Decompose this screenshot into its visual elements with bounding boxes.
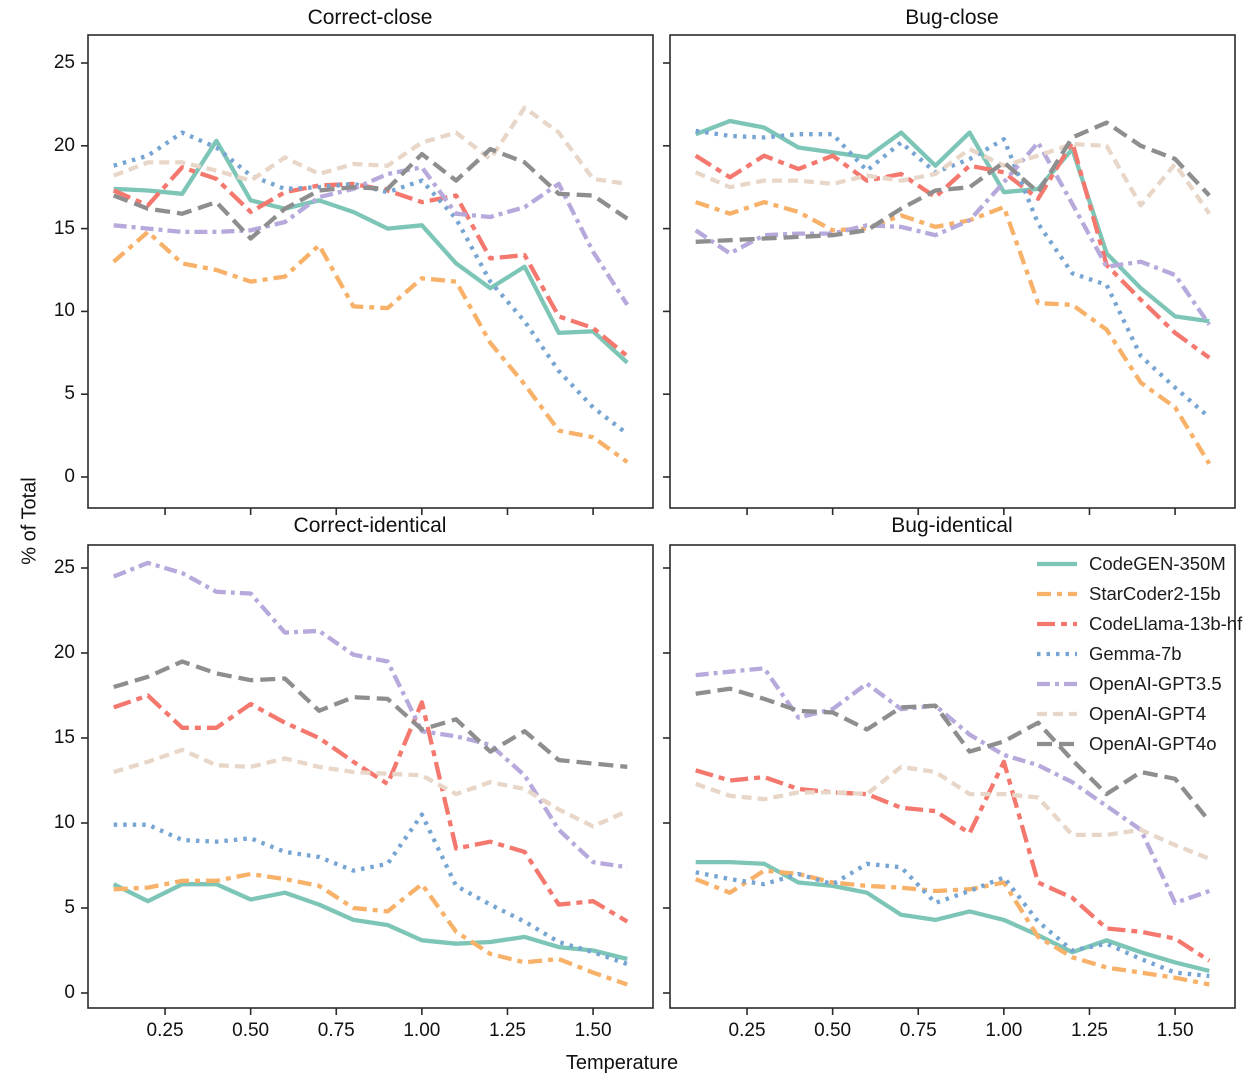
panel-title-bug-identical: Bug-identical bbox=[891, 514, 1013, 537]
panel-bug-close bbox=[663, 34, 1236, 515]
panel-title-correct-close: Correct-close bbox=[307, 6, 433, 29]
series-line-gemma-7b bbox=[695, 128, 1211, 420]
legend-item-openai-gpt3.5: OpenAI-GPT3.5 bbox=[1036, 671, 1242, 697]
series-line-openai-gpt4 bbox=[112, 105, 628, 187]
legend-swatch-openai-gpt4-line bbox=[1037, 711, 1077, 717]
y-tick-label: 0 bbox=[64, 466, 75, 487]
legend-swatch-starcoder2-15b-line bbox=[1037, 591, 1077, 597]
legend-swatch-gemma-7b-line bbox=[1037, 651, 1077, 657]
legend-swatch-codegen-350m-line bbox=[1037, 561, 1077, 567]
legend-label: OpenAI-GPT4 bbox=[1089, 703, 1207, 724]
x-tick-label: 0.25 bbox=[728, 1020, 766, 1041]
panel-bug-identical bbox=[663, 544, 1236, 1015]
series-line-openai-gpt4o bbox=[695, 120, 1211, 244]
legend-label: OpenAI-GPT3.5 bbox=[1089, 673, 1222, 694]
series-line-starcoder2-15b bbox=[112, 229, 629, 464]
panel-border bbox=[87, 34, 654, 509]
y-tick-label: 0 bbox=[64, 982, 75, 1003]
y-tick-label: 25 bbox=[53, 52, 75, 73]
legend-label: CodeGEN-350M bbox=[1089, 553, 1226, 574]
legend-item-starcoder2-15b: StarCoder2-15b bbox=[1036, 581, 1242, 607]
legend-swatch-codellama-13b-hf-line bbox=[1037, 621, 1077, 627]
series-line-openai-gpt3.5 bbox=[695, 666, 1211, 906]
series-line-codellama-13b-hf bbox=[112, 165, 629, 358]
series-line-codegen-350m bbox=[695, 859, 1210, 973]
legend-item-openai-gpt4o: OpenAI-GPT4o bbox=[1036, 731, 1242, 757]
panel-border bbox=[87, 544, 654, 1009]
series-line-gemma-7b bbox=[113, 812, 629, 967]
x-tick-label: 0.50 bbox=[232, 1020, 270, 1041]
x-tick-label: 0.25 bbox=[146, 1020, 184, 1041]
series-line-gemma-7b bbox=[695, 861, 1210, 979]
legend-label: CodeLlama-13b-hf bbox=[1089, 613, 1243, 634]
x-tick-label: 1.50 bbox=[574, 1020, 612, 1041]
series-line-starcoder2-15b bbox=[113, 871, 629, 987]
panel-correct-identical bbox=[81, 544, 654, 1015]
series-line-openai-gpt4 bbox=[694, 764, 1211, 861]
legend-label: Gemma-7b bbox=[1089, 643, 1182, 664]
x-tick-label: 0.50 bbox=[814, 1020, 852, 1041]
y-tick-label: 5 bbox=[64, 897, 75, 918]
legend-item-gemma-7b: Gemma-7b bbox=[1036, 641, 1242, 667]
y-axis-label: % of Total bbox=[18, 477, 41, 565]
x-tick-label: 0.75 bbox=[899, 1020, 937, 1041]
series-line-codellama-13b-hf bbox=[694, 140, 1211, 360]
panel-title-correct-identical: Correct-identical bbox=[293, 514, 447, 537]
legend-label: StarCoder2-15b bbox=[1089, 583, 1221, 604]
y-tick-label: 15 bbox=[53, 217, 75, 239]
y-tick-label: 10 bbox=[53, 300, 75, 322]
legend-swatch-openai-gpt4o-line bbox=[1037, 741, 1077, 747]
series-line-starcoder2-15b bbox=[694, 868, 1210, 987]
series-line-openai-gpt3.5 bbox=[112, 560, 628, 870]
x-tick-label: 1.50 bbox=[1156, 1020, 1194, 1041]
legend-item-openai-gpt4: OpenAI-GPT4 bbox=[1036, 701, 1242, 727]
legend: CodeGEN-350M StarCoder2-15b CodeLlama-13b-… bbox=[1036, 551, 1242, 757]
series-line-openai-gpt4 bbox=[694, 141, 1212, 215]
series-line-codegen-350m bbox=[113, 138, 629, 365]
series-line-openai-gpt3.5 bbox=[113, 165, 630, 306]
x-tick-label: 1.00 bbox=[403, 1020, 441, 1041]
series-line-openai-gpt3.5 bbox=[694, 140, 1212, 326]
x-tick-label: 1.00 bbox=[985, 1020, 1023, 1041]
panel-title-bug-close: Bug-close bbox=[905, 6, 999, 29]
series-line-codellama-13b-hf bbox=[112, 693, 629, 924]
panel-border bbox=[669, 34, 1236, 509]
series-line-starcoder2-15b bbox=[695, 199, 1212, 465]
legend-item-codellama-13b-hf: CodeLlama-13b-hf bbox=[1036, 611, 1242, 637]
panel-border bbox=[669, 544, 1236, 1009]
legend-label: OpenAI-GPT4o bbox=[1089, 733, 1217, 754]
y-tick-label: 10 bbox=[53, 812, 75, 833]
x-tick-label: 0.75 bbox=[317, 1020, 355, 1041]
y-tick-label: 20 bbox=[53, 134, 75, 156]
x-tick-label: 1.25 bbox=[1070, 1020, 1108, 1041]
x-axis-label: Temperature bbox=[565, 1052, 679, 1074]
legend-item-codegen-350m: CodeGEN-350M bbox=[1036, 551, 1242, 577]
y-tick-label: 20 bbox=[53, 642, 75, 663]
panel-correct-close bbox=[81, 34, 654, 515]
series-line-openai-gpt4o bbox=[113, 659, 628, 770]
series-line-gemma-7b bbox=[113, 130, 629, 436]
y-tick-label: 25 bbox=[53, 557, 75, 578]
series-line-openai-gpt4o bbox=[695, 686, 1211, 823]
series-line-codellama-13b-hf bbox=[695, 759, 1211, 963]
y-tick-label: 15 bbox=[53, 727, 75, 748]
legend-swatch-openai-gpt3.5-line bbox=[1037, 681, 1077, 687]
y-tick-label: 5 bbox=[64, 383, 75, 405]
series-line-openai-gpt4o bbox=[112, 146, 629, 241]
x-tick-label: 1.25 bbox=[488, 1020, 526, 1041]
series-line-codegen-350m bbox=[112, 882, 628, 962]
